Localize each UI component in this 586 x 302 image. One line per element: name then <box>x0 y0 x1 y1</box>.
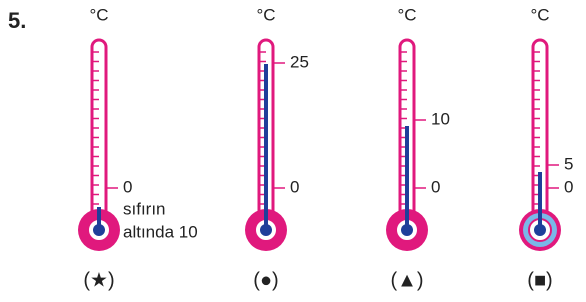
symbol-label: (■) <box>527 269 552 291</box>
mark-label: 0 <box>431 177 440 196</box>
mark-label: 0 <box>123 177 132 196</box>
unit-label: °C <box>530 5 549 24</box>
mark-label: 0 <box>290 177 299 196</box>
worksheet: 5. °C 0 sıfırın altında 10 (★) °C 25 0 (●) °C 10 0 (… <box>0 0 586 302</box>
mercury <box>538 172 542 230</box>
note-label: altında 10 <box>123 222 198 241</box>
mark-label: 25 <box>290 52 309 71</box>
unit-label: °C <box>397 5 416 24</box>
mercury <box>264 64 268 230</box>
symbol-label: (★) <box>83 269 114 291</box>
unit-label: °C <box>256 5 275 24</box>
symbol-label: (●) <box>253 269 278 291</box>
unit-label: °C <box>89 5 108 24</box>
mark-label: 10 <box>431 109 450 128</box>
mark-label: 0 <box>564 177 573 196</box>
note-label: sıfırın <box>123 199 166 218</box>
question-number: 5. <box>8 8 26 33</box>
mercury <box>405 126 409 230</box>
mark-label: 5 <box>564 154 573 173</box>
symbol-label: (▲) <box>390 269 423 291</box>
mercury <box>97 207 101 230</box>
